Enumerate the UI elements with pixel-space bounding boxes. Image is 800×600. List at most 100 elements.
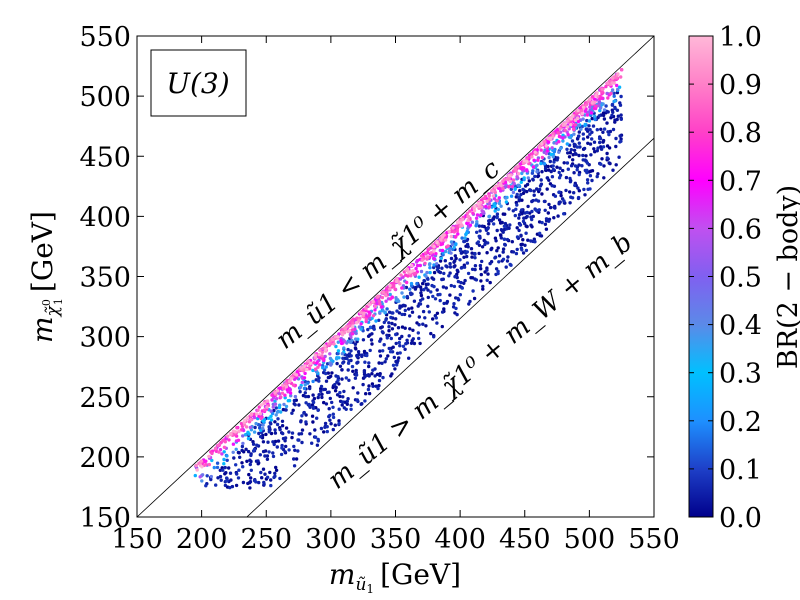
scatter-point: [418, 263, 422, 268]
scatter-point: [438, 292, 442, 297]
scatter-point: [341, 395, 345, 399]
scatter-point: [363, 360, 367, 364]
scatter-point: [583, 193, 587, 197]
scatter-point: [448, 293, 452, 297]
scatter-point: [520, 242, 524, 246]
scatter-point: [540, 142, 544, 146]
scatter-point: [320, 350, 325, 354]
scatter-point: [331, 405, 335, 409]
scatter-point: [426, 304, 430, 308]
scatter-point: [302, 376, 307, 380]
scatter-point: [412, 299, 417, 303]
scatter-point: [477, 205, 481, 209]
scatter-point: [298, 390, 302, 394]
scatter-point: [260, 476, 264, 480]
scatter-point: [479, 267, 483, 271]
scatter-point: [381, 349, 385, 353]
scatter-point: [269, 483, 273, 488]
scatter-point: [254, 480, 258, 484]
scatter-point: [314, 378, 318, 382]
colorbar-tick-label: 0.0: [719, 503, 762, 534]
scatter-point: [463, 236, 467, 240]
y-tick-label: 500: [79, 82, 131, 113]
scatter-point: [515, 175, 519, 179]
scatter-point: [283, 436, 288, 440]
scatter-point: [404, 285, 409, 290]
scatter-point: [501, 257, 506, 261]
scatter-point: [278, 476, 282, 481]
scatter-point: [551, 164, 555, 168]
scatter-point: [598, 94, 602, 99]
scatter-point: [340, 352, 345, 356]
scatter-point: [234, 447, 238, 451]
scatter-point: [580, 112, 584, 116]
scatter-point: [272, 475, 276, 480]
scatter-point: [532, 158, 536, 162]
scatter-point: [605, 151, 609, 156]
scatter-point: [246, 481, 250, 486]
scatter-point: [273, 391, 277, 395]
scatter-point: [533, 174, 537, 179]
scatter-point: [565, 161, 570, 165]
scatter-point: [200, 465, 204, 469]
scatter-point: [261, 423, 265, 427]
scatter-point: [327, 390, 331, 394]
scatter-point: [395, 351, 400, 355]
scatter-point: [440, 310, 445, 314]
scatter-point: [333, 335, 337, 339]
scatter-point: [361, 382, 365, 387]
scatter-point: [503, 242, 507, 247]
scatter-point: [297, 403, 301, 407]
scatter-point: [561, 139, 565, 143]
scatter-point: [485, 199, 489, 204]
scatter-point: [495, 228, 499, 233]
scatter-point: [565, 142, 569, 146]
scatter-point: [209, 474, 213, 479]
scatter-point: [543, 208, 547, 212]
scatter-point: [460, 286, 464, 290]
scatter-point: [573, 164, 578, 168]
scatter-point: [274, 406, 278, 410]
scatter-point: [447, 248, 452, 253]
scatter-point: [480, 259, 484, 264]
scatter-point: [540, 155, 545, 160]
scatter-point: [432, 265, 436, 270]
scatter-point: [325, 429, 329, 434]
scatter-point: [215, 465, 220, 470]
scatter-point: [337, 421, 341, 426]
scatter-point: [385, 307, 389, 311]
scatter-point: [486, 241, 490, 245]
scatter-point: [261, 467, 266, 471]
scatter-point: [236, 450, 241, 455]
scatter-point: [442, 271, 446, 276]
scatter-point: [367, 313, 371, 317]
scatter-point: [338, 364, 343, 368]
scatter-point: [572, 132, 576, 136]
scatter-point: [388, 350, 393, 354]
scatter-point: [531, 198, 535, 203]
scatter-point: [582, 187, 586, 192]
scatter-point: [516, 183, 520, 187]
scatter-point: [261, 440, 266, 444]
scatter-point: [546, 211, 550, 215]
scatter-point: [316, 408, 320, 412]
scatter-point: [485, 278, 489, 282]
scatter-point: [565, 125, 570, 129]
scatter-point: [499, 189, 503, 193]
scatter-point: [328, 418, 332, 422]
scatter-point: [310, 414, 315, 418]
scatter-point: [273, 402, 278, 406]
scatter-point: [557, 200, 561, 205]
scatter-point: [505, 259, 510, 263]
scatter-point: [397, 356, 401, 360]
scatter-point: [428, 270, 432, 275]
scatter-point: [612, 94, 616, 98]
y-tick-label: 350: [79, 263, 131, 294]
scatter-point: [405, 294, 409, 299]
scatter-point: [595, 128, 599, 132]
scatter-point: [324, 365, 328, 369]
scatter-point: [579, 127, 583, 131]
scatter-point: [283, 450, 287, 454]
scatter-point: [502, 237, 506, 241]
scatter-point: [268, 421, 272, 425]
